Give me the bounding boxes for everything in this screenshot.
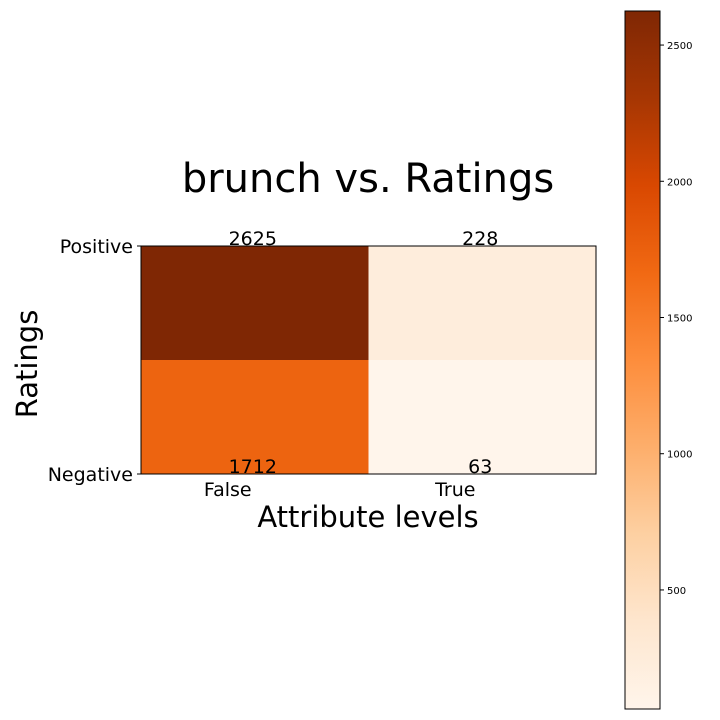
x-ticks: False True [204,479,476,501]
y-tick-label: Negative [48,464,133,486]
y-ticks: Positive Negative [48,236,141,486]
x-axis-label: Attribute levels [257,500,478,534]
cell-value-label: 1712 [229,456,277,478]
heatmap-cell [368,246,596,360]
heatmap-cell [141,360,369,474]
colorbar: 500 1000 1500 2000 2500 [624,10,692,710]
colorbar-tick-label: 2000 [667,177,692,188]
chart-title: brunch vs. Ratings [182,156,554,202]
cell-labels: 2625 228 1712 63 [229,228,499,478]
colorbar-tick-label: 2500 [667,41,692,52]
cell-value-label: 228 [462,228,498,250]
heatmap-cell [368,360,596,474]
y-axis-label: Ratings [10,310,44,419]
heatmap-cells [141,246,596,474]
y-tick-label: Positive [60,236,133,258]
cell-value-label: 63 [468,456,492,478]
colorbar-tick-label: 1000 [667,450,692,461]
colorbar-tick-label: 500 [667,586,686,597]
colorbar-ticks: 500 1000 1500 2000 2500 [660,41,692,597]
heatmap-cell [141,246,369,360]
colorbar-tick-label: 1500 [667,313,692,324]
x-tick-label: False [204,479,252,501]
cell-value-label: 2625 [229,228,277,250]
colorbar-gradient [624,10,661,710]
x-tick-label: True [434,479,475,501]
plot-frame [140,245,597,475]
